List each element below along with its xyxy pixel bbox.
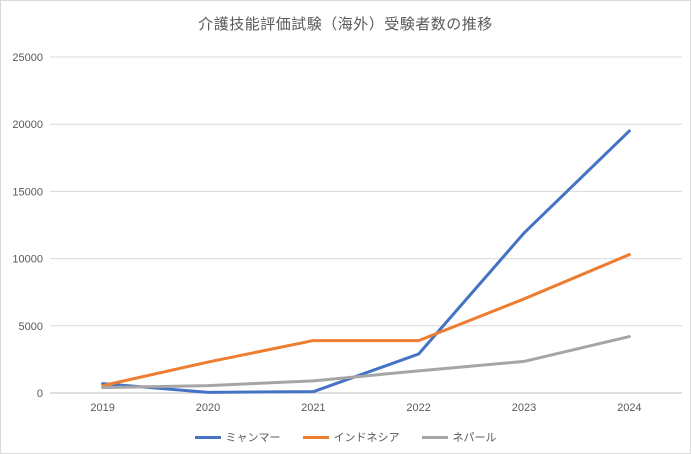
x-axis-tick-label: 2020 (196, 402, 220, 414)
y-axis-tick-label: 5000 (19, 321, 43, 333)
myanmar-line-swatch-icon (194, 435, 221, 439)
legend-item-nepal: ネパール (421, 429, 497, 445)
chart-title: 介護技能評価試験（海外）受験者数の推移 (198, 16, 493, 33)
legend-item-indonesia: インドネシア (302, 429, 400, 445)
y-axis-tick-label: 15000 (12, 186, 43, 198)
series-line-インドネシア (101, 253, 631, 388)
y-axis-tick-label: 25000 (12, 52, 43, 64)
chart-legend: ミャンマー インドネシア ネパール (1, 429, 690, 445)
legend-item-myanmar: ミャンマー (194, 429, 281, 445)
nepal-line-swatch-icon (421, 435, 448, 439)
x-axis-tick-label: 2024 (617, 402, 641, 414)
x-axis-tick-label: 2022 (406, 402, 430, 414)
x-axis-tick-label: 2019 (90, 402, 114, 414)
series-line-ミャンマー (101, 129, 631, 394)
legend-label-nepal: ネパール (452, 432, 497, 444)
series-line-ネパール (101, 335, 631, 390)
y-axis-tick-label: 10000 (12, 254, 43, 266)
legend-label-myanmar: ミャンマー (225, 432, 281, 444)
x-axis-tick-label: 2023 (512, 402, 536, 414)
y-axis-tick-label: 20000 (12, 119, 43, 131)
y-axis-tick-label: 0 (37, 388, 43, 400)
legend-label-indonesia: インドネシア (333, 432, 400, 444)
indonesia-line-swatch-icon (302, 435, 329, 439)
x-axis-tick-label: 2021 (301, 402, 325, 414)
